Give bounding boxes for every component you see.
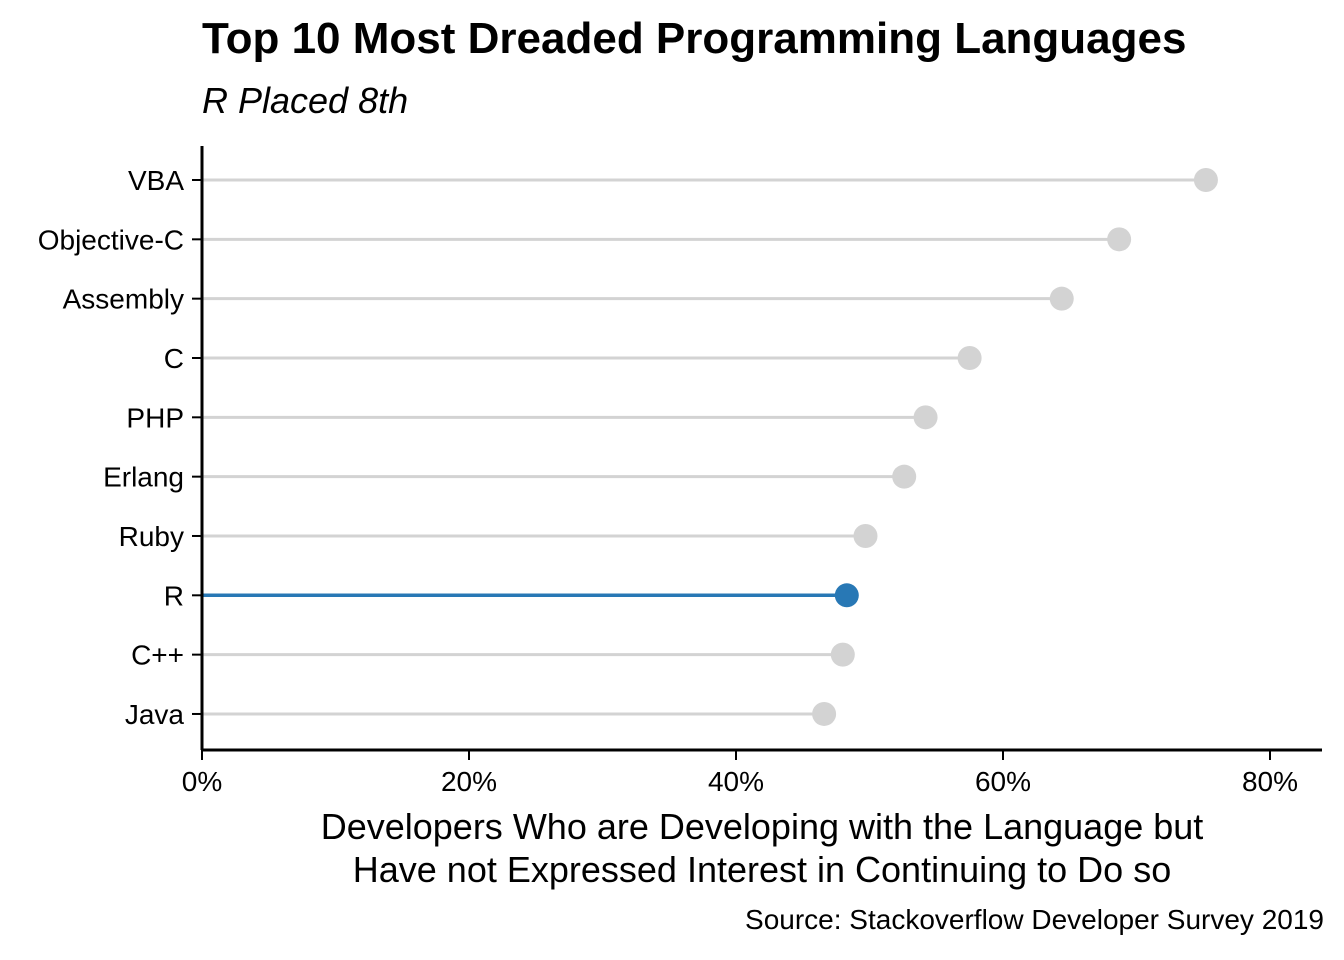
- chart-title: Top 10 Most Dreaded Programming Language…: [202, 14, 1187, 63]
- dot-erlang: [892, 464, 917, 489]
- dot-vba: [1193, 168, 1218, 192]
- x-tick-label-40: 40%: [708, 766, 764, 797]
- x-tick-label-0: 0%: [182, 766, 222, 797]
- y-tick-labels: VBA Objective-C Assembly C PHP Erlang Ruby R C++…: [38, 165, 185, 730]
- y-ticks: [192, 179, 202, 715]
- dot-objective-c: [1107, 227, 1132, 252]
- y-tick-label-erlang: Erlang: [103, 462, 184, 493]
- x-ticks: [201, 750, 1271, 760]
- x-axis-label-line-2: Have not Expressed Interest in Continuin…: [352, 849, 1172, 890]
- y-tick-label-ruby: Ruby: [119, 521, 184, 552]
- dot-assembly: [1049, 286, 1074, 311]
- y-tick-label-objective-c: Objective-C: [38, 224, 184, 255]
- y-tick-label-c: C++: [131, 640, 184, 671]
- chart-subtitle: R Placed 8th: [202, 80, 409, 121]
- y-tick-label-c: C: [164, 343, 184, 374]
- lollipop-stems: [202, 178, 1206, 716]
- dot-ruby: [853, 523, 878, 548]
- lollipop-dots: [812, 168, 1218, 726]
- x-axis-label-line-1: Developers Who are Developing with the L…: [320, 806, 1204, 847]
- y-tick-label-assembly: Assembly: [63, 284, 184, 315]
- y-tick-label-java: Java: [125, 699, 185, 730]
- dot-php: [913, 405, 938, 430]
- dot-r: [834, 583, 859, 608]
- y-tick-label-php: PHP: [126, 402, 184, 433]
- x-tick-label-80: 80%: [1242, 766, 1298, 797]
- x-tick-labels: 0% 20% 40% 60% 80%: [182, 766, 1298, 797]
- dot-c: [957, 345, 982, 370]
- dot-c: [830, 642, 855, 667]
- dot-java: [812, 701, 837, 726]
- x-tick-label-60: 60%: [975, 766, 1031, 797]
- y-tick-label-r: R: [164, 580, 184, 611]
- y-tick-label-vba: VBA: [128, 165, 184, 196]
- source-caption: Source: Stackoverflow Developer Survey 2…: [745, 904, 1324, 935]
- x-tick-label-20: 20%: [441, 766, 497, 797]
